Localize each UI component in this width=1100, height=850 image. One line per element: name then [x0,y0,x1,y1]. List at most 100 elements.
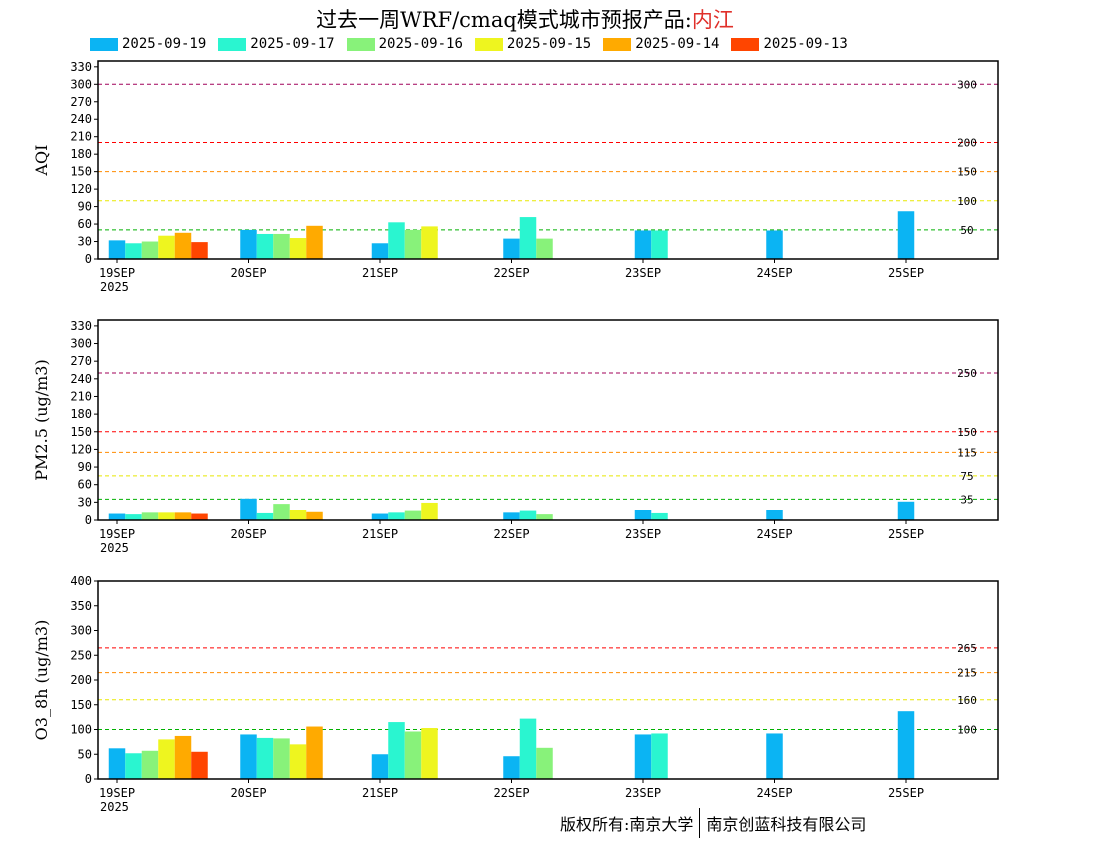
y-tick-label: 30 [78,495,92,509]
x-tick-label: 24SEP [756,266,792,280]
chart-title: 过去一周WRF/cmaq模式城市预报产品:内江 [0,4,1050,34]
legend-label: 2025-09-13 [763,36,848,52]
x-tick-label: 21SEP [362,786,398,800]
x-tick-label: 23SEP [625,527,661,541]
legend-item: 2025-09-16 [346,36,463,52]
chart-panel: 100 160 215 265 0 50 100 150 200 250 300 350 400 19SE… [32,574,999,814]
bar [174,512,192,520]
legend-swatch [346,37,375,51]
bar [503,238,520,259]
legend-label: 2025-09-16 [378,36,463,52]
bar [306,511,323,520]
threshold-label: 35 [960,493,973,506]
y-tick-label: 270 [70,95,92,109]
bar [240,229,257,259]
threshold-label: 215 [957,667,977,680]
bar [158,235,175,259]
bar [141,512,159,520]
threshold-label: 115 [957,446,977,459]
bar [141,750,159,779]
bar [289,744,307,779]
legend-item: 2025-09-19 [90,36,206,52]
x-year-label: 2025 [100,541,129,555]
bar [421,502,438,520]
bar [256,512,274,520]
y-tick-label: 240 [70,372,92,386]
bar [634,734,652,779]
plot-frame [97,319,999,521]
y-tick-label: 210 [70,130,92,144]
bar [766,733,783,779]
y-tick-label: 60 [78,478,92,492]
threshold-label: 50 [960,224,973,237]
y-tick-label: 90 [78,460,92,474]
bar [766,230,783,259]
x-tick-label: 22SEP [493,266,529,280]
bar [371,243,389,259]
bar [306,726,323,779]
bar [634,230,652,259]
y-tick-label: 120 [70,442,92,456]
x-tick-label: 19SEP [99,266,135,280]
bar [897,501,915,520]
x-tick-label: 24SEP [756,786,792,800]
bar [519,718,537,779]
bar [388,222,405,259]
bar [651,733,668,779]
bar [273,233,290,259]
y-tick-label: 0 [85,513,92,527]
y-tick-label: 0 [85,252,92,266]
bar [289,238,307,259]
bar [388,722,405,779]
y-tick-label: 240 [70,112,92,126]
threshold-label: 200 [957,137,977,150]
y-tick-label: 300 [70,337,92,351]
bar [404,510,422,520]
bar [897,211,915,259]
bar [191,751,208,779]
y-tick-label: 400 [70,574,92,588]
bar [256,737,274,779]
copyright-footer: 版权所有:南京大学 南京创蓝科技有限公司 [560,808,866,838]
y-tick-label: 350 [70,599,92,613]
bar [158,739,175,779]
legend-swatch [603,37,632,51]
y-axis-label: O3_8h (ug/m3) [32,620,51,741]
y-tick-label: 300 [70,77,92,91]
threshold-label: 150 [957,426,977,439]
x-tick-label: 25SEP [888,266,924,280]
y-tick-label: 120 [70,182,92,196]
chart-panel: 35 75 115 150 250 0 30 60 90 120 150 180 210 240 270 30… [32,319,999,555]
threshold-label: 300 [957,78,977,91]
bar [141,241,159,259]
bar [240,498,257,520]
legend: 2025-09-19 2025-09-17 2025-09-16 2025-09… [90,36,848,52]
legend-swatch [474,37,503,51]
y-tick-label: 300 [70,624,92,638]
bar [519,217,537,259]
legend-swatch [731,37,760,51]
y-tick-label: 180 [70,407,92,421]
title-city: 内江 [691,8,734,32]
threshold-label: 100 [957,195,977,208]
y-tick-label: 200 [70,673,92,687]
legend-label: 2025-09-19 [122,36,207,52]
bar [404,731,422,779]
bar [371,513,389,520]
title-prefix: 过去一周WRF/cmaq模式城市预报产品: [316,8,692,32]
bar [125,753,142,779]
x-tick-label: 22SEP [493,786,529,800]
legend-swatch [90,37,118,51]
copyright-company: 南京创蓝科技有限公司 [706,815,867,834]
y-tick-label: 330 [70,60,92,74]
bar [634,510,652,520]
threshold-label: 160 [957,694,977,707]
y-axis-label: PM2.5 (ug/m3) [32,359,51,480]
y-tick-label: 0 [85,772,92,786]
bar [766,510,783,520]
bar [158,512,175,520]
bar [536,238,553,259]
bar [651,512,668,520]
legend-swatch [218,37,247,51]
